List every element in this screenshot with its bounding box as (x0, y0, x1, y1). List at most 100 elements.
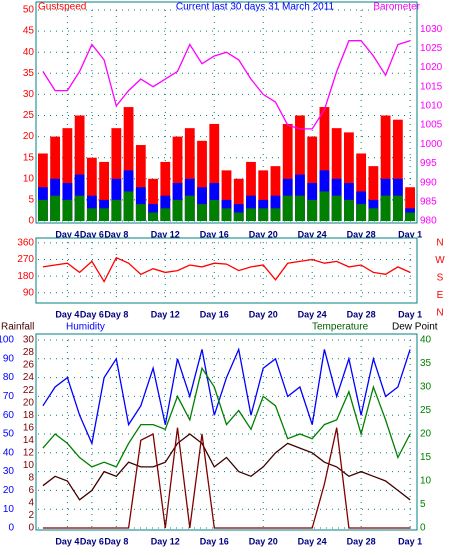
x-tick-label: Day 28 (347, 309, 376, 319)
compass-label: W (435, 255, 445, 266)
y3-tick-label: 22 (23, 385, 35, 396)
y-tick-label: 25 (23, 110, 35, 121)
y-tick-label: 50 (23, 5, 35, 16)
bar (160, 161, 171, 221)
barometer-label: Barometer (373, 2, 420, 13)
bar (270, 166, 281, 221)
y3-tick-label: 28 (23, 347, 35, 358)
y-tick-label: 20 (23, 131, 35, 142)
bar (405, 187, 415, 221)
bar (368, 208, 379, 221)
bar (233, 178, 244, 221)
x-tick-label: Day 1 (398, 309, 422, 319)
bar (160, 208, 171, 221)
bar (356, 153, 367, 221)
bar (62, 199, 73, 221)
y2-tick-label: 995 (420, 158, 437, 169)
x-tick-label: Day 24 (298, 229, 327, 239)
bar (197, 140, 207, 221)
bar (172, 199, 183, 221)
series-line (42, 256, 411, 283)
bar (184, 195, 195, 221)
y-tick-label: 10 (23, 173, 35, 184)
bar (197, 204, 207, 221)
y-tick-label: 45 (23, 26, 35, 37)
y-tick-label: 90 (23, 287, 35, 298)
bar (356, 204, 367, 221)
bar (148, 178, 158, 221)
x-tick-label: Day 16 (200, 309, 229, 319)
y-tick-label: 100 (0, 335, 14, 346)
y3-tick-label: 2 (28, 510, 34, 521)
x-tick-label: Day 6 (80, 309, 104, 319)
y2-tick-label: 985 (420, 196, 437, 207)
bar (380, 115, 391, 221)
bar (270, 208, 281, 221)
x-tick-label: Day 28 (347, 229, 376, 239)
y-tick-label: 10 (3, 504, 15, 515)
y2-tick-label: 990 (420, 177, 437, 188)
bar (99, 161, 109, 221)
x-tick-label: Day 24 (298, 536, 327, 546)
bar (368, 166, 379, 221)
y3-tick-label: 18 (23, 410, 35, 421)
y2-tick-label: 1010 (420, 101, 443, 112)
bar (319, 107, 330, 221)
bar (246, 161, 256, 221)
y3-tick-label: 8 (28, 473, 34, 484)
bar (319, 191, 330, 221)
y-tick-label: 0 (8, 523, 14, 534)
y3-tick-label: 30 (23, 335, 35, 346)
x-tick-label: Day 8 (104, 536, 128, 546)
y3-tick-label: 12 (23, 447, 35, 458)
y-tick-label: 70 (3, 391, 15, 402)
y-tick-label: 15 (23, 152, 35, 163)
compass-label: N (436, 308, 443, 319)
y2-tick-label: 40 (420, 335, 432, 346)
chart-title: Current last 30 days 31 March 2011 (176, 2, 335, 13)
bar (344, 132, 354, 221)
y3-tick-label: 20 (23, 397, 35, 408)
bar (221, 170, 232, 221)
bar (172, 136, 183, 221)
y2-tick-label: 1000 (420, 139, 443, 150)
y2-tick-label: 25 (420, 405, 432, 416)
bar (209, 199, 220, 221)
y3-tick-label: 4 (28, 498, 34, 509)
bar (344, 199, 354, 221)
bar (135, 145, 146, 221)
y2-tick-label: 30 (420, 382, 432, 393)
x-tick-label: Day 20 (249, 536, 278, 546)
x-tick-label: Day 4 (55, 536, 79, 546)
bar (258, 208, 269, 221)
y3-tick-label: 26 (23, 360, 35, 371)
bar (282, 195, 293, 221)
x-tick-label: Day 28 (347, 536, 376, 546)
y2-tick-label: 20 (420, 429, 432, 440)
y-tick-label: 30 (23, 89, 35, 100)
x-tick-label: Day 20 (249, 229, 278, 239)
y-tick-label: 60 (3, 410, 15, 421)
compass-label: S (437, 273, 444, 284)
bar (62, 128, 73, 221)
bar (148, 212, 158, 221)
bar (246, 208, 256, 221)
x-tick-label: Day 12 (151, 309, 180, 319)
x-tick-label: Day 16 (200, 229, 229, 239)
bar (295, 115, 305, 221)
bar (135, 204, 146, 221)
series-line (42, 40, 411, 130)
y2-tick-label: 5 (420, 499, 426, 510)
y-tick-label: 35 (23, 68, 35, 79)
y2-tick-label: 10 (420, 476, 432, 487)
bar (74, 115, 85, 221)
gust-label: Gustspeed (38, 2, 86, 13)
y2-tick-label: 1020 (420, 62, 443, 73)
y-tick-label: 0 (28, 216, 34, 227)
bar (221, 208, 232, 221)
y-tick-label: 80 (3, 372, 15, 383)
bar (392, 119, 403, 221)
y3-tick-label: 24 (23, 372, 35, 383)
bar (86, 157, 97, 221)
